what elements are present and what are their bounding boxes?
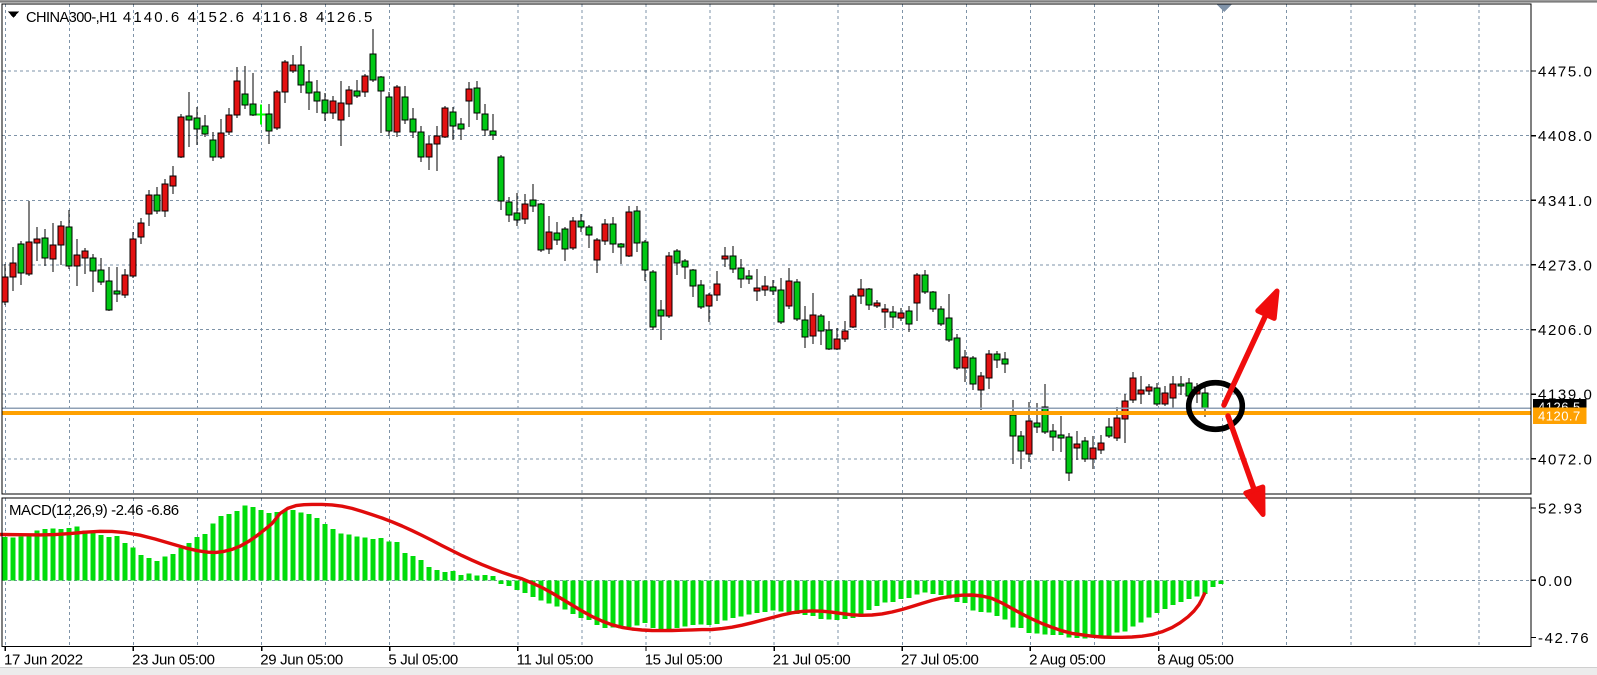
svg-text:4120.7: 4120.7	[1538, 408, 1581, 423]
svg-text:CHINA300-,H1: CHINA300-,H1	[26, 10, 117, 26]
svg-text:27 Jul 05:00: 27 Jul 05:00	[901, 652, 979, 669]
svg-text:4139.0: 4139.0	[1538, 387, 1593, 404]
svg-text:29 Jun 05:00: 29 Jun 05:00	[260, 652, 343, 669]
svg-text:4206.0: 4206.0	[1538, 322, 1593, 339]
svg-text:MACD(12,26,9) -2.46 -6.86: MACD(12,26,9) -2.46 -6.86	[9, 502, 179, 519]
svg-text:4140.6 4152.6 4116.8 4126.5: 4140.6 4152.6 4116.8 4126.5	[123, 9, 375, 26]
svg-text:5 Jul 05:00: 5 Jul 05:00	[388, 652, 458, 669]
svg-text:4475.0: 4475.0	[1538, 64, 1593, 81]
svg-text:21 Jul 05:00: 21 Jul 05:00	[773, 652, 851, 669]
svg-text:8 Aug 05:00: 8 Aug 05:00	[1157, 652, 1233, 669]
svg-text:4273.0: 4273.0	[1538, 257, 1593, 274]
svg-text:4341.0: 4341.0	[1538, 193, 1593, 210]
svg-text:11 Jul 05:00: 11 Jul 05:00	[517, 652, 593, 669]
svg-text:52.93: 52.93	[1538, 501, 1584, 518]
svg-text:4072.0: 4072.0	[1538, 451, 1593, 468]
svg-text:23 Jun 05:00: 23 Jun 05:00	[132, 652, 215, 669]
svg-text:4408.0: 4408.0	[1538, 128, 1593, 145]
svg-text:2 Aug 05:00: 2 Aug 05:00	[1029, 652, 1105, 669]
svg-text:17 Jun 2022: 17 Jun 2022	[4, 652, 83, 669]
svg-text:15 Jul 05:00: 15 Jul 05:00	[645, 652, 723, 669]
svg-text:0.00: 0.00	[1538, 573, 1574, 590]
svg-text:-42.76: -42.76	[1538, 630, 1590, 647]
